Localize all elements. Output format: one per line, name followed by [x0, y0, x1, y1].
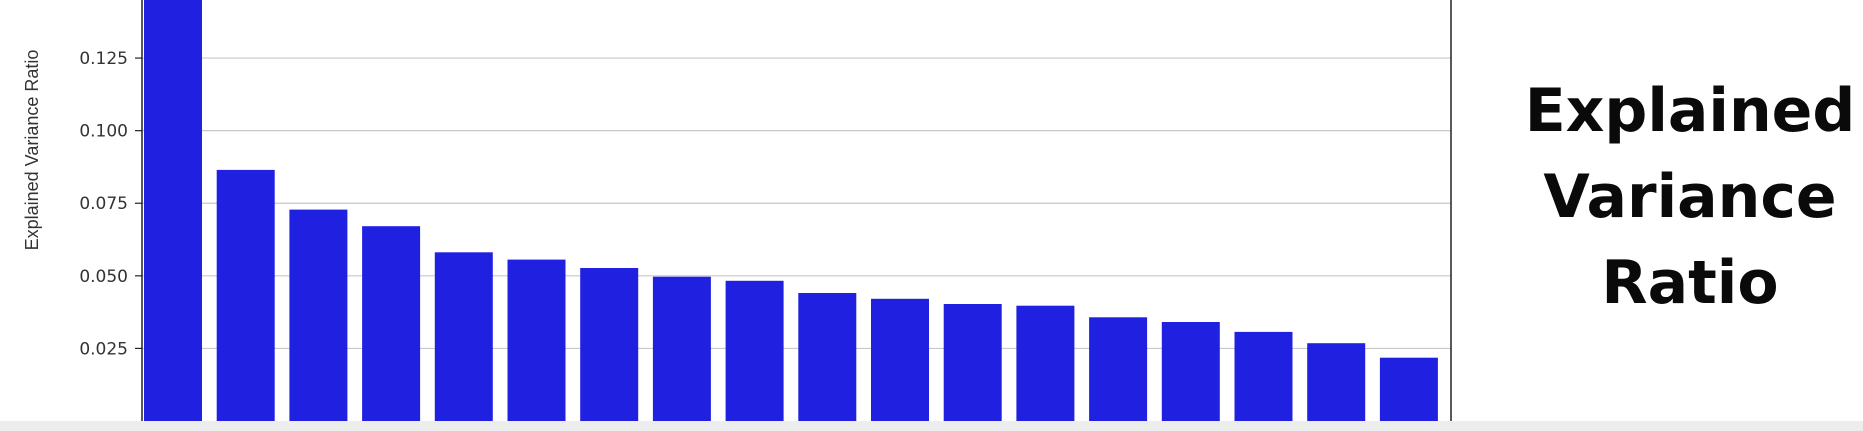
side-title-line-2: Variance — [1543, 162, 1837, 232]
side-title-line-1: Explained — [1524, 76, 1856, 146]
bar — [798, 293, 857, 421]
bar — [289, 209, 348, 421]
bar — [1307, 343, 1366, 421]
bar — [144, 0, 202, 421]
side-title: Explained Variance Ratio — [1490, 68, 1863, 326]
bar — [1089, 317, 1148, 421]
y-axis-label: Explained Variance Ratio — [22, 50, 42, 251]
y-ticks: 0.025 0.050 0.075 0.100 0.125 — [79, 49, 142, 359]
bar — [362, 226, 421, 421]
bar — [871, 298, 929, 421]
axes — [141, 0, 1452, 421]
y-tick-label: 0.025 — [79, 339, 128, 359]
bar — [507, 259, 566, 421]
bar — [1161, 322, 1220, 421]
y-tick-label: 0.050 — [79, 267, 128, 287]
grid-lines — [142, 57, 1451, 350]
bar — [652, 276, 711, 421]
y-tick-label: 0.100 — [79, 122, 128, 142]
y-tick-label: 0.125 — [79, 49, 128, 69]
y-tick-label: 0.075 — [79, 194, 128, 214]
bar — [1234, 331, 1293, 421]
bar — [943, 304, 1002, 421]
bar — [1016, 305, 1075, 421]
bar — [725, 280, 784, 421]
side-title-line-3: Ratio — [1601, 248, 1779, 318]
bar — [434, 252, 493, 421]
bars — [144, 0, 1438, 421]
bottom-strip — [0, 421, 1863, 431]
bar — [1379, 357, 1438, 421]
bar — [580, 268, 639, 421]
bar — [216, 169, 275, 421]
